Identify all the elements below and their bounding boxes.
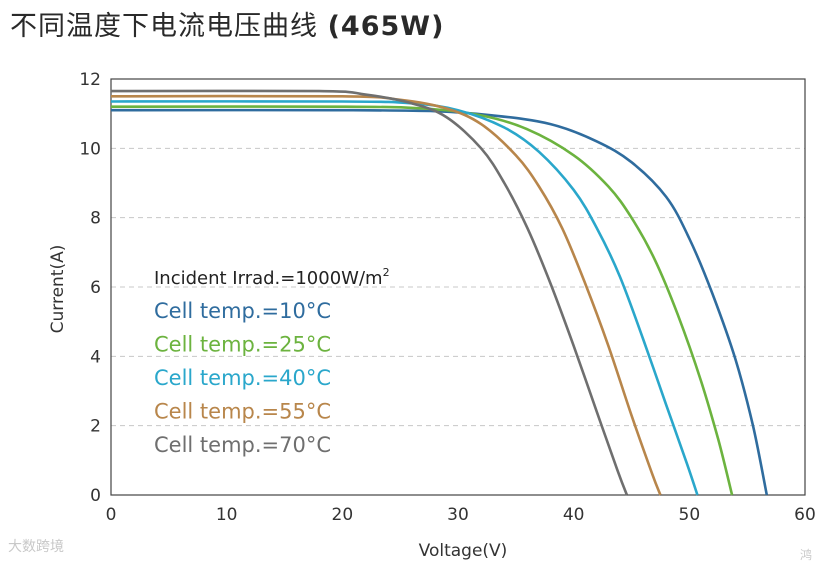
y-tick-label-8: 8 [90, 209, 101, 229]
x-axis-label: Voltage(V) [419, 541, 508, 561]
watermark-corner: 鸿 [800, 546, 812, 563]
chart-title-wattage: (465W) [327, 11, 445, 42]
x-tick-label-40: 40 [563, 505, 585, 525]
x-tick-label-50: 50 [679, 505, 701, 525]
watermark-corner-text: 鸿 [800, 548, 813, 562]
axis-ticks: 0 2 4 6 8 10 12 0 10 20 30 40 50 60 [79, 70, 815, 525]
y-tick-label-0: 0 [90, 486, 101, 506]
y-tick-label-10: 10 [79, 139, 101, 159]
series-line-40c [110, 100, 699, 496]
chart-title-text: 不同温度下电流电压曲线 [10, 11, 328, 42]
legend-item-25c: Cell temp.=25°C [154, 333, 331, 357]
legend-item-70c: Cell temp.=70°C [154, 433, 331, 457]
series-lines [110, 89, 769, 496]
legend-irradiance-superscript: 2 [383, 266, 390, 279]
x-tick-label-60: 60 [794, 505, 816, 525]
legend-irradiance-text: Incident Irrad.=1000W/m [154, 268, 383, 289]
x-tick-label-10: 10 [216, 505, 238, 525]
legend-irradiance-label: Incident Irrad.=1000W/m2 [154, 266, 390, 289]
watermark: 大数跨境 [8, 536, 64, 556]
grid-lines [111, 147, 805, 427]
series-line-70c [110, 89, 629, 496]
plot-frame [110, 78, 806, 496]
y-axis-label: Current(A) [48, 245, 68, 334]
y-tick-label-4: 4 [90, 347, 101, 367]
watermark-text: 大数跨境 [8, 539, 64, 555]
y-tick-label-12: 12 [79, 70, 101, 90]
legend-item-55c: Cell temp.=55°C [154, 400, 331, 424]
legend: Incident Irrad.=1000W/m2 Cell temp.=10°C… [154, 266, 390, 457]
x-tick-label-0: 0 [106, 505, 117, 525]
y-tick-label-2: 2 [90, 417, 101, 437]
legend-item-10c: Cell temp.=10°C [154, 299, 331, 323]
series-line-25c [110, 105, 734, 496]
series-line-10c [110, 108, 769, 496]
legend-item-40c: Cell temp.=40°C [154, 366, 331, 390]
x-tick-label-20: 20 [332, 505, 354, 525]
chart-title: 不同温度下电流电压曲线 (465W) [10, 4, 444, 43]
x-tick-label-30: 30 [447, 505, 469, 525]
y-tick-label-6: 6 [90, 278, 101, 298]
